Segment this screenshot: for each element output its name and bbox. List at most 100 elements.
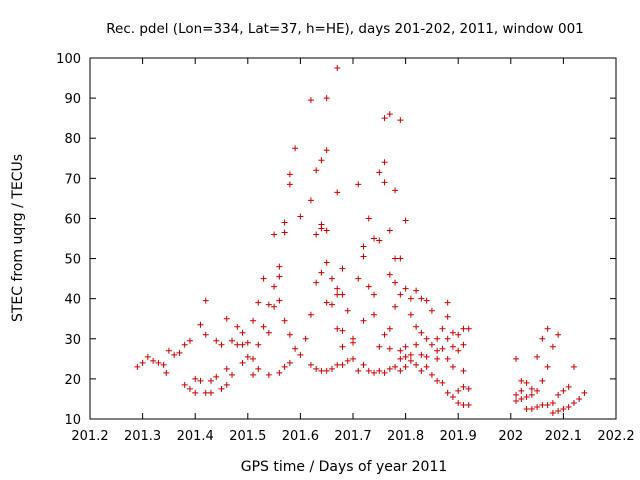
data-point (386, 345, 393, 352)
data-point (339, 343, 346, 350)
y-tick-label: 50 (64, 253, 81, 268)
data-point (244, 353, 251, 360)
x-tick-label: 201.2 (71, 429, 108, 444)
data-point (413, 361, 420, 368)
data-point (213, 373, 220, 380)
data-point (544, 363, 551, 370)
data-point (455, 331, 462, 338)
data-point (397, 367, 404, 374)
data-point (449, 329, 456, 336)
y-tick-label: 70 (64, 172, 81, 187)
data-point (392, 187, 399, 194)
data-point (186, 337, 193, 344)
data-point (513, 391, 520, 398)
data-point (260, 275, 267, 282)
data-point (407, 357, 414, 364)
data-point (534, 387, 541, 394)
data-point (428, 371, 435, 378)
data-point (239, 341, 246, 348)
data-point (376, 343, 383, 350)
data-point (165, 347, 172, 354)
data-point (197, 377, 204, 384)
x-axis-label: GPS time / Days of year 2011 (241, 459, 448, 475)
data-point (207, 389, 214, 396)
data-point (360, 253, 367, 260)
data-point (523, 393, 530, 400)
data-point (292, 345, 299, 352)
data-point (181, 341, 188, 348)
data-point (360, 361, 367, 368)
data-point (334, 361, 341, 368)
data-point (297, 351, 304, 358)
axes: 201.2 201.3 201.4 201.5 201.6 201.7 201.8 201.9… (56, 52, 634, 444)
data-point (328, 275, 335, 282)
data-point (539, 335, 546, 342)
data-point (413, 287, 420, 294)
data-point (328, 301, 335, 308)
data-point (523, 405, 530, 412)
data-point (160, 361, 167, 368)
data-point (344, 357, 351, 364)
data-point (281, 363, 288, 370)
data-point (281, 219, 288, 226)
data-point (460, 383, 467, 390)
data-point (355, 367, 362, 374)
data-point (402, 353, 409, 360)
data-point (202, 331, 209, 338)
data-point (371, 311, 378, 318)
data-point (423, 353, 430, 360)
data-point (213, 337, 220, 344)
data-point (434, 347, 441, 354)
data-point (286, 171, 293, 178)
data-point (186, 385, 193, 392)
data-point (418, 329, 425, 336)
data-point (544, 325, 551, 332)
data-point (465, 401, 472, 408)
data-point (513, 397, 520, 404)
data-point (134, 363, 141, 370)
data-point (318, 157, 325, 164)
data-point (344, 307, 351, 314)
data-point (365, 215, 372, 222)
x-tick-label: 201.8 (387, 429, 424, 444)
data-point (455, 347, 462, 354)
data-point (397, 355, 404, 362)
data-point (518, 395, 525, 402)
data-point (386, 365, 393, 372)
data-point (350, 339, 356, 346)
data-point (318, 225, 325, 232)
data-point (365, 367, 372, 374)
data-point (313, 365, 320, 372)
data-point (218, 341, 225, 348)
data-point (297, 213, 304, 220)
data-point (192, 375, 199, 382)
y-tick-label: 80 (64, 132, 81, 147)
data-point (381, 369, 388, 376)
data-point (460, 401, 467, 408)
x-tick-label: 201.7 (334, 429, 371, 444)
data-point (418, 351, 425, 358)
y-tick-label: 100 (56, 52, 81, 67)
data-point (313, 279, 320, 286)
chart-title: Rec. pdel (Lon=334, Lat=37, h=HE), days … (106, 21, 584, 37)
data-point (434, 355, 441, 362)
data-point (560, 387, 567, 394)
data-point (371, 369, 378, 376)
data-point (376, 367, 383, 374)
data-point (386, 271, 393, 278)
data-point (318, 269, 325, 276)
data-point (381, 179, 388, 186)
x-tick-label: 202.2 (597, 429, 634, 444)
data-point (386, 325, 393, 332)
data-point (439, 345, 446, 352)
data-points (134, 65, 588, 416)
data-point (397, 117, 404, 124)
data-point (323, 147, 330, 154)
data-point (207, 377, 214, 384)
data-point (281, 229, 288, 236)
data-point (449, 393, 456, 400)
data-point (434, 377, 441, 384)
y-tick-label: 30 (64, 333, 81, 348)
data-point (239, 359, 246, 366)
data-point (192, 389, 199, 396)
